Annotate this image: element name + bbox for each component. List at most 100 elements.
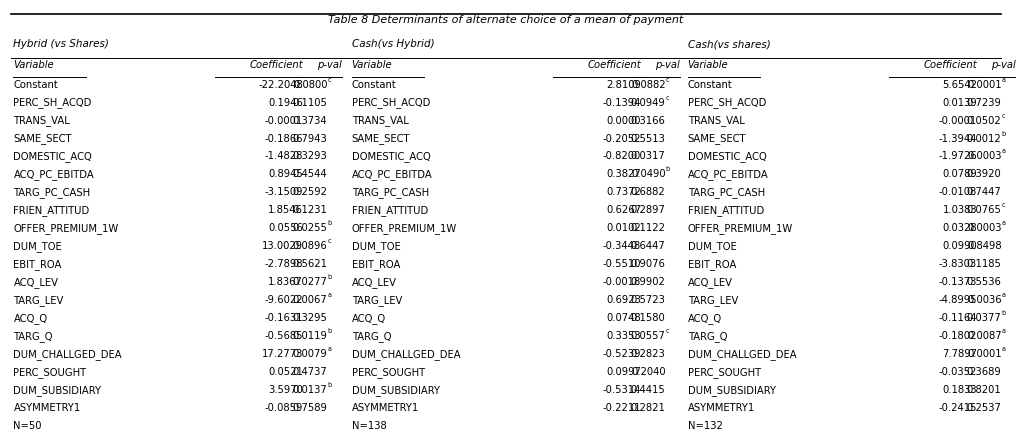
Text: N=132: N=132 [688, 421, 722, 431]
Text: -0.1631: -0.1631 [264, 313, 303, 323]
Text: OFFER_PREMIUM_1W: OFFER_PREMIUM_1W [352, 224, 457, 234]
Text: 0.3920: 0.3920 [967, 169, 1002, 179]
Text: 0.0087: 0.0087 [967, 331, 1002, 341]
Text: N=50: N=50 [13, 421, 42, 431]
Text: 0.2040: 0.2040 [631, 367, 665, 377]
Text: DOMESTIC_ACQ: DOMESTIC_ACQ [352, 151, 431, 162]
Text: 0.0067: 0.0067 [293, 295, 327, 305]
Text: EBIT_ROA: EBIT_ROA [688, 259, 736, 270]
Text: Coefficient: Coefficient [249, 60, 303, 70]
Text: p-val: p-val [655, 60, 680, 70]
Text: ACQ_Q: ACQ_Q [13, 313, 48, 324]
Text: c: c [665, 77, 670, 82]
Text: -0.5314: -0.5314 [602, 385, 641, 395]
Text: 0.2821: 0.2821 [631, 403, 665, 413]
Text: 0.0000: 0.0000 [607, 115, 641, 125]
Text: ACQ_Q: ACQ_Q [352, 313, 386, 324]
Text: DUM_TOE: DUM_TOE [688, 241, 737, 252]
Text: 0.0012: 0.0012 [967, 134, 1002, 144]
Text: 0.7372: 0.7372 [607, 187, 641, 197]
Text: 0.0139: 0.0139 [943, 98, 977, 108]
Text: FRIEN_ATTITUD: FRIEN_ATTITUD [13, 205, 89, 216]
Text: 0.8945: 0.8945 [268, 169, 303, 179]
Text: a: a [1002, 346, 1006, 352]
Text: b: b [327, 382, 331, 388]
Text: N=138: N=138 [352, 421, 386, 431]
Text: 0.4737: 0.4737 [293, 367, 327, 377]
Text: 0.3295: 0.3295 [293, 313, 327, 323]
Text: 0.0001: 0.0001 [967, 79, 1002, 90]
Text: TARG_Q: TARG_Q [13, 331, 53, 342]
Text: b: b [327, 274, 331, 280]
Text: -0.5510: -0.5510 [602, 259, 641, 269]
Text: PERC_SH_ACQD: PERC_SH_ACQD [352, 98, 430, 108]
Text: Constant: Constant [352, 79, 396, 90]
Text: a: a [1002, 328, 1006, 334]
Text: DUM_TOE: DUM_TOE [13, 241, 62, 252]
Text: ACQ_LEV: ACQ_LEV [688, 277, 733, 288]
Text: TARG_PC_CASH: TARG_PC_CASH [13, 187, 90, 198]
Text: -0.5685: -0.5685 [264, 331, 303, 341]
Text: 0.1946: 0.1946 [268, 98, 303, 108]
Text: DUM_SUBSIDIARY: DUM_SUBSIDIARY [13, 385, 102, 396]
Text: 0.7589: 0.7589 [293, 403, 327, 413]
Text: c: c [327, 77, 331, 82]
Text: TARG_PC_CASH: TARG_PC_CASH [352, 187, 429, 198]
Text: a: a [327, 292, 331, 298]
Text: Constant: Constant [13, 79, 58, 90]
Text: SAME_SECT: SAME_SECT [688, 134, 746, 145]
Text: 1.8546: 1.8546 [268, 205, 303, 215]
Text: a: a [327, 346, 331, 352]
Text: ACQ_Q: ACQ_Q [688, 313, 721, 324]
Text: p-val: p-val [317, 60, 341, 70]
Text: 0.5536: 0.5536 [967, 277, 1002, 287]
Text: 0.5621: 0.5621 [293, 259, 327, 269]
Text: ACQ_LEV: ACQ_LEV [13, 277, 59, 288]
Text: 0.6923: 0.6923 [607, 295, 641, 305]
Text: 0.4544: 0.4544 [293, 169, 327, 179]
Text: 0.3353: 0.3353 [607, 331, 641, 341]
Text: EBIT_ROA: EBIT_ROA [352, 259, 400, 270]
Text: Coefficient: Coefficient [587, 60, 641, 70]
Text: 0.2537: 0.2537 [967, 403, 1002, 413]
Text: Variable: Variable [13, 60, 54, 70]
Text: 0.0119: 0.0119 [293, 331, 327, 341]
Text: 0.9902: 0.9902 [631, 277, 665, 287]
Text: 0.0003: 0.0003 [967, 151, 1002, 161]
Text: 13.0029: 13.0029 [262, 241, 303, 251]
Text: SAME_SECT: SAME_SECT [13, 134, 72, 145]
Text: 17.2773: 17.2773 [261, 349, 303, 359]
Text: DOMESTIC_ACQ: DOMESTIC_ACQ [688, 151, 766, 162]
Text: TARG_LEV: TARG_LEV [352, 295, 402, 306]
Text: TARG_PC_CASH: TARG_PC_CASH [688, 187, 765, 198]
Text: 0.0490: 0.0490 [631, 169, 665, 179]
Text: a: a [1002, 148, 1006, 155]
Text: -0.5239: -0.5239 [602, 349, 641, 359]
Text: -0.0018: -0.0018 [602, 277, 641, 287]
Text: TRANS_VAL: TRANS_VAL [688, 115, 745, 126]
Text: TARG_LEV: TARG_LEV [688, 295, 738, 306]
Text: 0.5513: 0.5513 [631, 134, 665, 144]
Text: 0.1580: 0.1580 [631, 313, 665, 323]
Text: 1.0383: 1.0383 [943, 205, 977, 215]
Text: -1.3944: -1.3944 [939, 134, 977, 144]
Text: a: a [1002, 292, 1006, 298]
Text: c: c [665, 95, 670, 101]
Text: -2.7898: -2.7898 [264, 259, 303, 269]
Text: 7.7897: 7.7897 [942, 349, 977, 359]
Text: 0.7447: 0.7447 [967, 187, 1002, 197]
Text: -0.0108: -0.0108 [939, 187, 977, 197]
Text: -0.2415: -0.2415 [939, 403, 977, 413]
Text: 0.4415: 0.4415 [631, 385, 665, 395]
Text: PERC_SOUGHT: PERC_SOUGHT [13, 367, 86, 378]
Text: 0.0997: 0.0997 [607, 367, 641, 377]
Text: ACQ_PC_EBITDA: ACQ_PC_EBITDA [352, 169, 433, 181]
Text: DUM_CHALLGED_DEA: DUM_CHALLGED_DEA [688, 349, 797, 360]
Text: 0.0765: 0.0765 [967, 205, 1002, 215]
Text: DUM_CHALLGED_DEA: DUM_CHALLGED_DEA [13, 349, 122, 360]
Text: -0.0352: -0.0352 [939, 367, 977, 377]
Text: PERC_SOUGHT: PERC_SOUGHT [688, 367, 761, 378]
Text: 2.8109: 2.8109 [607, 79, 641, 90]
Text: -0.2052: -0.2052 [602, 134, 641, 144]
Text: 0.0789: 0.0789 [943, 169, 977, 179]
